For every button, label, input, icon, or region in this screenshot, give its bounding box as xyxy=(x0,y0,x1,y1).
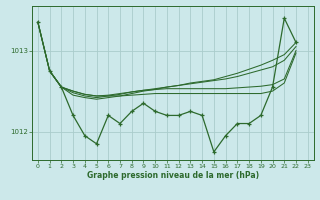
X-axis label: Graphe pression niveau de la mer (hPa): Graphe pression niveau de la mer (hPa) xyxy=(87,171,259,180)
